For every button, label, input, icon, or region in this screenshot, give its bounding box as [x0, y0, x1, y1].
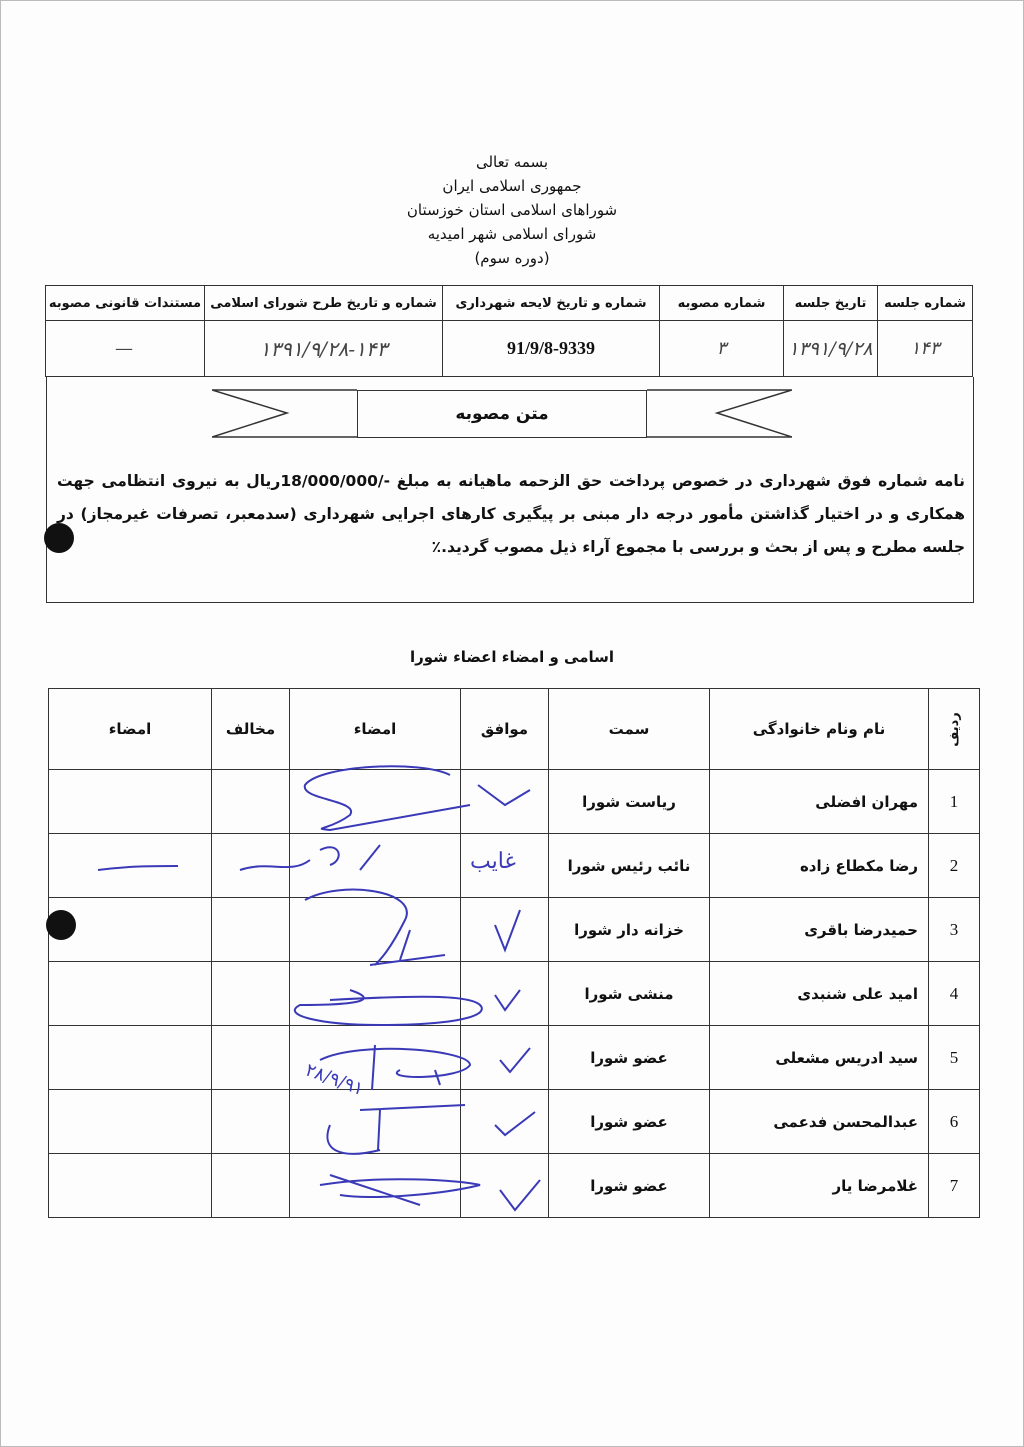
- member-disagree: [211, 833, 290, 898]
- col-session-number: شماره جلسه: [877, 285, 973, 321]
- member-signature-2: [48, 833, 212, 898]
- member-number: 4: [928, 961, 980, 1026]
- col-resolution-number: شماره مصوبه: [659, 285, 784, 321]
- member-number: 3: [928, 897, 980, 962]
- col-signature: امضاء: [289, 688, 461, 770]
- member-row: 4 امید علی شنبدی منشی شورا: [48, 961, 980, 1026]
- signature-5: [319, 1044, 472, 1091]
- resolution-box: متن مصوبه نامه شماره فوق شهرداری در خصوص…: [46, 377, 974, 603]
- member-row: 5 سید ادریس مشعلی عضو شورا: [48, 1025, 980, 1090]
- resolution-text: نامه شماره فوق شهرداری در خصوص پرداخت حق…: [57, 472, 966, 556]
- member-disagree: [211, 769, 290, 834]
- legal-docs: —: [45, 320, 205, 377]
- header-line: شورای اسلامی شهر امیدیه: [427, 225, 597, 243]
- member-number: 2: [928, 833, 980, 898]
- member-number: 5: [928, 1025, 980, 1090]
- resolution-number: ۳: [659, 320, 784, 377]
- member-signature: [289, 769, 461, 834]
- member-signature-2: [48, 1089, 212, 1154]
- punch-hole: [44, 523, 74, 553]
- members-table: ردیف نام ونام خانوادگی سمت موافق امضاء م…: [48, 688, 980, 1218]
- municipal-bill: 91/9/8-9339: [442, 320, 660, 377]
- member-agree: [460, 1089, 549, 1154]
- col-agree: موافق: [460, 688, 549, 770]
- absent-note: غایب: [470, 849, 516, 874]
- member-row: 1 مهران افضلی ریاست شورا: [48, 769, 980, 834]
- resolution-title: متن مصوبه: [357, 390, 647, 438]
- council-plan: ۱۳۹۱/۹/۲۸-۱۴۳: [204, 320, 443, 377]
- header-line: جمهوری اسلامی ایران: [442, 177, 582, 195]
- col-role: سمت: [548, 688, 710, 770]
- check-7: [499, 1179, 541, 1212]
- check-1: [477, 784, 531, 807]
- member-name: امید علی شنبدی: [709, 961, 929, 1026]
- col-legal-docs: مستندات قانونی مصوبه: [45, 285, 205, 321]
- member-role: منشی شورا: [548, 961, 710, 1026]
- member-name: رضا مکطاع زاده: [709, 833, 929, 898]
- member-disagree: [211, 1089, 290, 1154]
- member-signature-2: [48, 897, 212, 962]
- col-council-plan: شماره و تاریخ طرح شورای اسلامی: [204, 285, 443, 321]
- punch-hole: [46, 910, 76, 940]
- session-number: ۱۴۳: [877, 320, 973, 377]
- signature-4: [293, 989, 483, 1027]
- member-name: مهران افضلی: [709, 769, 929, 834]
- member-signature-2: [48, 769, 212, 834]
- signature-1: [303, 765, 471, 832]
- member-role: عضو شورا: [548, 1153, 710, 1218]
- member-name: حمیدرضا باقری: [709, 897, 929, 962]
- col-signature-2: امضاء: [48, 688, 212, 770]
- col-name: نام ونام خانوادگی: [709, 688, 929, 770]
- member-name: غلامرضا یار: [709, 1153, 929, 1218]
- check-4: [494, 989, 521, 1012]
- signature-7: [319, 1174, 481, 1206]
- member-signature: [289, 1153, 461, 1218]
- member-disagree: [211, 1025, 290, 1090]
- check-5: [499, 1047, 531, 1074]
- document-header: بسمه تعالی جمهوری اسلامی ایران شوراهای ا…: [0, 150, 1024, 270]
- session-table: شماره جلسه تاریخ جلسه شماره مصوبه شماره …: [45, 285, 973, 377]
- members-title: اسامی و امضاء اعضاء شورا: [409, 648, 615, 666]
- header-line: شوراهای اسلامی استان خوزستان: [406, 201, 618, 219]
- member-row: 6 عبدالمحسن فدعمی عضو شورا: [48, 1089, 980, 1154]
- member-number: 6: [928, 1089, 980, 1154]
- disagree-dash: [97, 865, 179, 871]
- member-disagree: [211, 897, 290, 962]
- member-agree: [460, 1025, 549, 1090]
- header-line: بسمه تعالی: [475, 153, 549, 171]
- banner-ribbon: [212, 389, 792, 438]
- member-signature: [289, 897, 461, 962]
- member-role: عضو شورا: [548, 1025, 710, 1090]
- member-signature-2: [48, 1153, 212, 1218]
- member-row: 2 رضا مکطاع زاده نائب رئیس شورا: [48, 833, 980, 898]
- header-line: (دوره سوم): [474, 249, 550, 267]
- col-municipal-bill: شماره و تاریخ لایحه شهرداری: [442, 285, 660, 321]
- member-disagree: [211, 1153, 290, 1218]
- col-disagree: مخالف: [211, 688, 290, 770]
- signature-6: [326, 1104, 466, 1155]
- member-signature: [289, 1089, 461, 1154]
- member-signature: [289, 961, 461, 1026]
- member-name: عبدالمحسن فدعمی: [709, 1089, 929, 1154]
- session-date: ۱۳۹۱/۹/۲۸: [783, 320, 878, 377]
- signature-3: [304, 888, 446, 966]
- signature-2: [239, 844, 381, 871]
- member-number: 7: [928, 1153, 980, 1218]
- date-note: ۲۸/۹/۹۱: [302, 1060, 366, 1100]
- col-row: ردیف: [928, 688, 980, 770]
- check-3: [494, 909, 521, 953]
- check-6: [494, 1111, 536, 1137]
- member-name: سید ادریس مشعلی: [709, 1025, 929, 1090]
